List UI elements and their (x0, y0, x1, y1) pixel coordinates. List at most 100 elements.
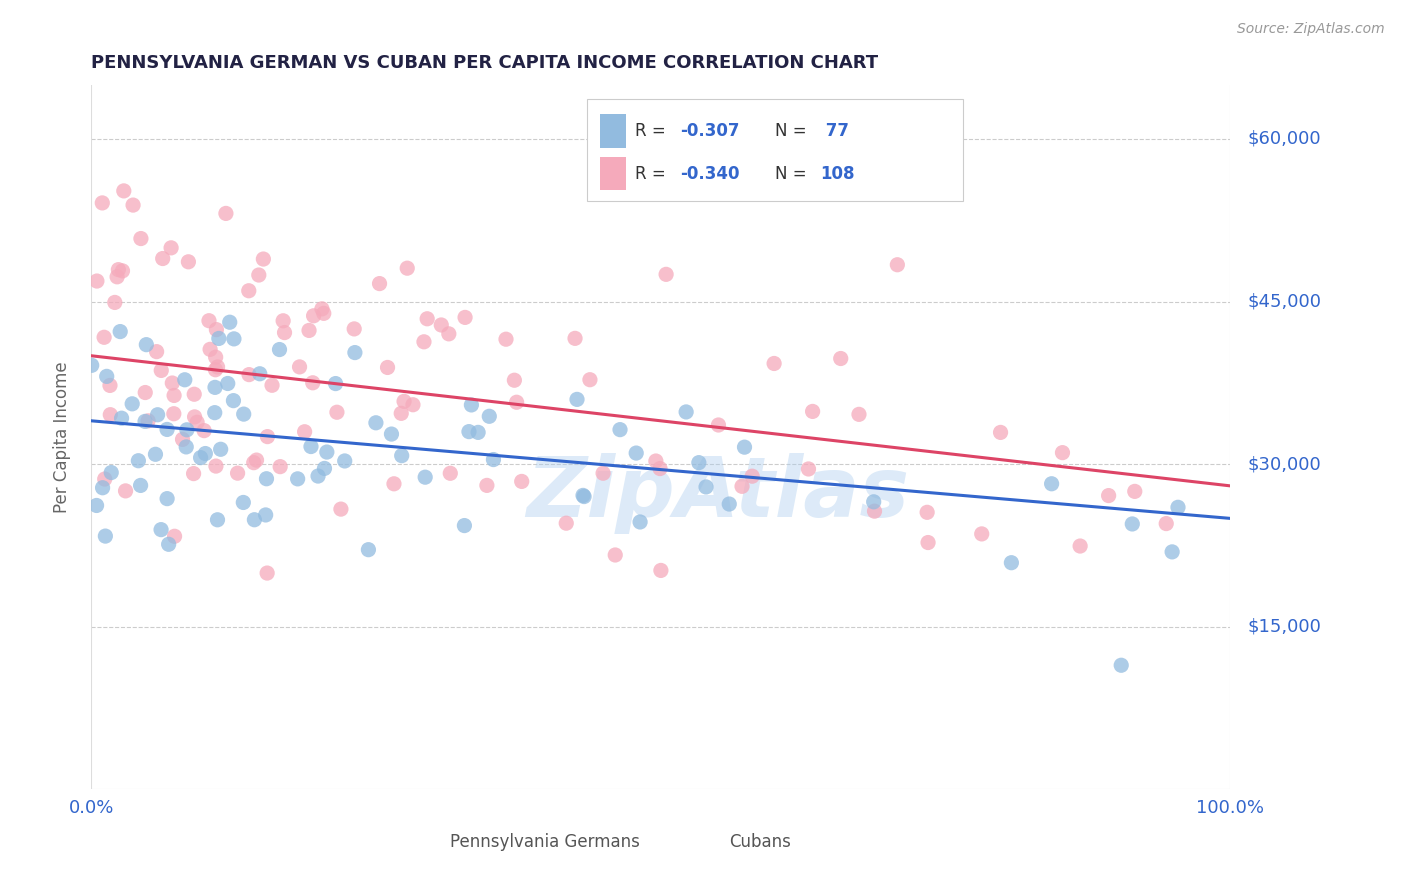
Point (288, 359, 311, 374)
Point (156, 422, 179, 436)
Point (307, 469, 329, 483)
Point (1167, 500, 1189, 515)
Point (208, 331, 231, 345)
Point (475, 478, 498, 492)
Point (650, 564, 672, 578)
Y-axis label: Per Capita Income: Per Capita Income (52, 361, 70, 513)
Point (204, 380, 226, 394)
Point (555, 516, 578, 531)
Point (242, 456, 264, 470)
Point (80, 359, 103, 373)
Point (232, 495, 254, 509)
Point (357, 542, 380, 557)
Point (209, 442, 232, 457)
Point (198, 314, 221, 328)
Point (734, 440, 756, 454)
Point (271, 314, 294, 328)
Point (391, 449, 413, 463)
Point (315, 445, 337, 459)
Point (605, 548, 627, 562)
FancyBboxPatch shape (600, 157, 626, 191)
Point (135, 337, 157, 351)
Point (183, 409, 205, 424)
Text: N =: N = (775, 122, 811, 140)
Point (183, 467, 205, 481)
Point (190, 450, 212, 465)
Point (763, 356, 786, 370)
Point (314, 461, 336, 475)
Point (150, 363, 173, 377)
Point (731, 479, 754, 493)
Point (129, 478, 152, 492)
Point (156, 491, 179, 506)
Point (207, 359, 229, 374)
Point (655, 268, 678, 282)
Point (377, 360, 399, 375)
Point (163, 388, 186, 402)
Point (86, 274, 108, 288)
Point (198, 343, 221, 357)
Point (915, 505, 938, 519)
Point (173, 373, 195, 387)
Point (413, 470, 436, 484)
Point (104, 295, 127, 310)
Point (247, 268, 270, 282)
Point (862, 495, 884, 509)
Point (343, 345, 366, 359)
Point (1161, 545, 1184, 559)
Point (136, 414, 159, 428)
Point (380, 427, 402, 442)
Point (495, 332, 517, 346)
Point (1052, 445, 1074, 459)
Point (215, 206, 238, 220)
Text: R =: R = (634, 122, 671, 140)
Point (430, 318, 453, 332)
Point (194, 446, 217, 460)
Point (94, 529, 117, 543)
Point (172, 433, 194, 447)
Point (329, 502, 352, 516)
Text: Source: ZipAtlas.com: Source: ZipAtlas.com (1237, 22, 1385, 37)
Point (269, 459, 291, 474)
Point (205, 323, 228, 337)
Point (134, 414, 156, 428)
Point (129, 231, 152, 245)
Point (114, 483, 136, 498)
Point (392, 394, 415, 409)
Text: $30,000: $30,000 (1247, 455, 1322, 473)
Point (1040, 476, 1063, 491)
Point (245, 453, 267, 467)
Text: R =: R = (634, 164, 671, 183)
Point (592, 467, 614, 481)
Point (579, 373, 602, 387)
Text: PENNSYLVANIA GERMAN VS CUBAN PER CAPITA INCOME CORRELATION CHART: PENNSYLVANIA GERMAN VS CUBAN PER CAPITA … (91, 54, 879, 72)
Point (741, 469, 763, 483)
Point (1121, 516, 1143, 531)
Point (252, 252, 274, 266)
Point (797, 462, 820, 476)
Point (688, 456, 710, 470)
Point (86, 499, 108, 513)
Point (609, 423, 631, 437)
Point (413, 334, 436, 349)
Point (256, 566, 278, 580)
Point (122, 198, 145, 212)
Text: $45,000: $45,000 (1247, 293, 1322, 310)
Point (628, 515, 651, 529)
Point (333, 454, 356, 468)
Point (256, 429, 278, 443)
Point (100, 466, 122, 480)
Text: ZipAtlas: ZipAtlas (526, 453, 910, 534)
Point (145, 344, 167, 359)
Point (382, 476, 405, 491)
Point (112, 184, 135, 198)
Point (183, 387, 205, 401)
Point (467, 425, 489, 440)
Point (218, 315, 240, 329)
Point (91, 481, 114, 495)
Point (482, 452, 505, 467)
Point (222, 393, 245, 408)
Point (163, 407, 186, 421)
Point (311, 301, 333, 316)
Point (830, 351, 852, 366)
